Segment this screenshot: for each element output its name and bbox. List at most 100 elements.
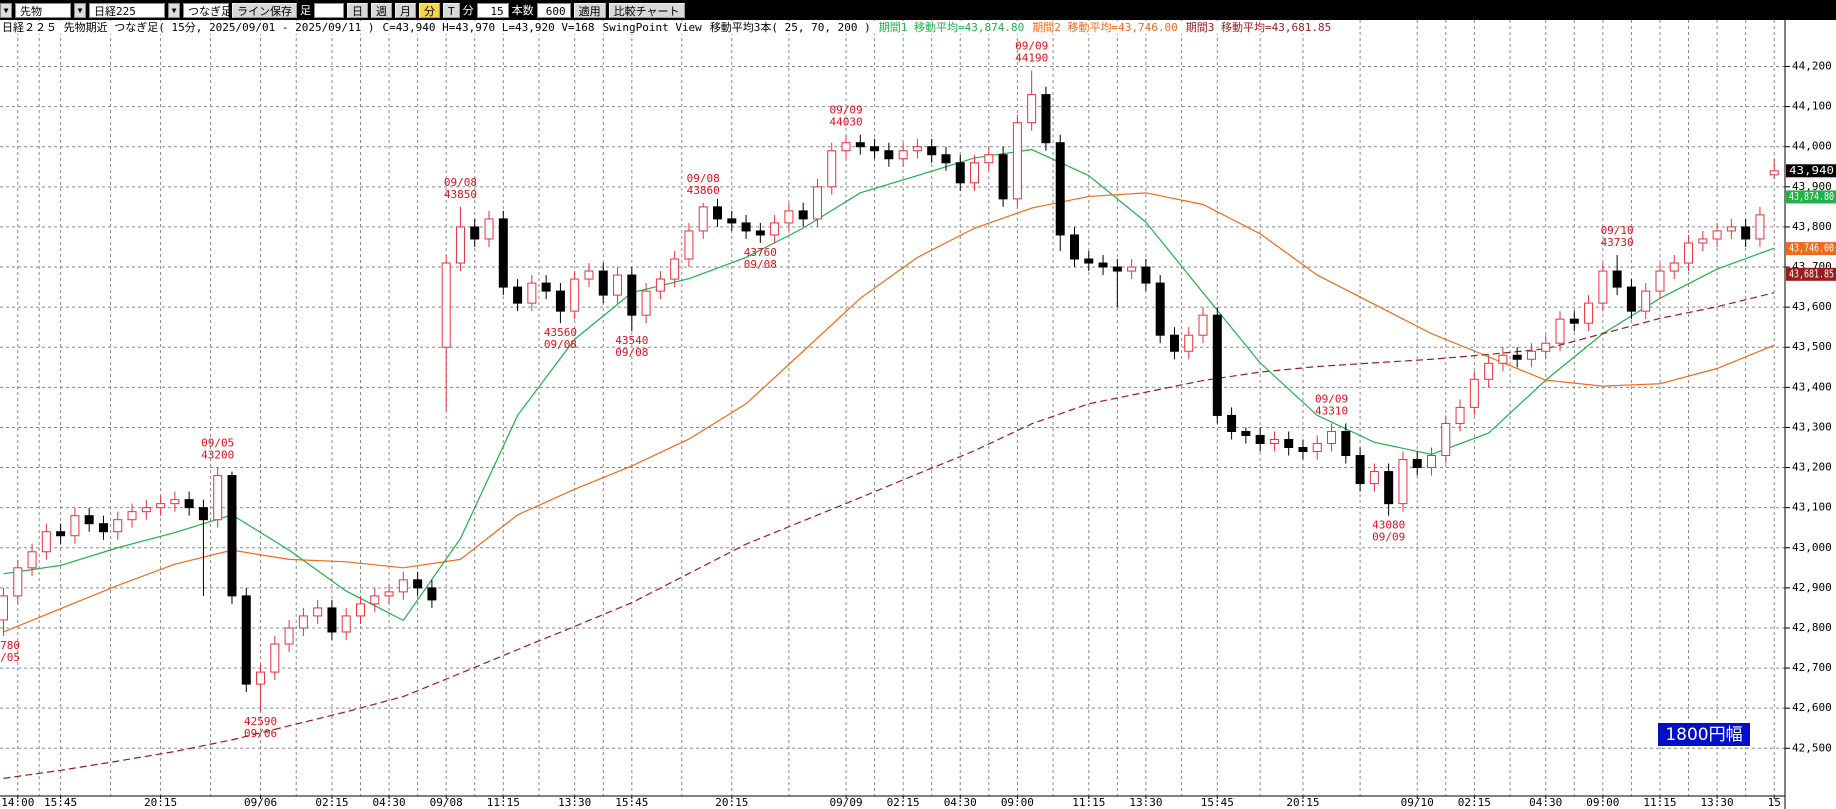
candle-body: [941, 154, 951, 164]
candle-body: [984, 154, 994, 164]
candle-body: [1184, 334, 1194, 352]
ma-line: [3, 148, 1775, 622]
candle-body: [1755, 214, 1765, 240]
candle-body: [655, 278, 665, 292]
candle-body: [855, 142, 865, 148]
y-tick-label: 42,500: [1792, 741, 1832, 754]
view-name: SwingPoint View: [602, 21, 702, 34]
x-tick-label: 15:45: [1201, 796, 1234, 809]
unit-input[interactable]: 15: [476, 2, 509, 18]
period-button[interactable]: 週: [371, 2, 392, 18]
candle-body: [841, 142, 851, 152]
swing-date: 09/09: [829, 104, 862, 117]
legend-entry: 期間1 移動平均=43,874.80: [878, 21, 1025, 34]
x-tick-label: 13:30: [1129, 796, 1162, 809]
x-tick-label: 04:30: [372, 796, 405, 809]
candle-body: [1369, 471, 1379, 485]
period-button[interactable]: 分: [419, 2, 440, 18]
unit-label: 分: [462, 4, 474, 17]
swing-price: 43850: [444, 188, 477, 201]
range-label: 1800円幅: [1657, 722, 1751, 747]
y-tick-label: 43,200: [1792, 461, 1832, 474]
axes: 42,500 42,600 42,700 42,800 42,900 43,000 43,1…: [1, 60, 1836, 809]
candle-body: [641, 290, 651, 316]
candle-body: [27, 551, 37, 569]
candle-body: [684, 230, 694, 260]
price-box-label: 43,746.00: [1789, 242, 1834, 255]
candle-body: [1684, 242, 1694, 264]
candle-body: [56, 531, 66, 537]
candle-body: [627, 274, 637, 316]
y-tick-label: 42,800: [1792, 621, 1832, 634]
price-box: [1786, 267, 1836, 281]
candle-body: [1084, 258, 1094, 264]
candle-body: [1626, 286, 1636, 312]
x-tick-label: 20:15: [1286, 796, 1319, 809]
count-label: 本数: [511, 4, 534, 17]
swing-price: 43730: [1601, 236, 1634, 249]
dropdown-arrow[interactable]: ▼: [74, 2, 86, 18]
candle-body: [1726, 226, 1736, 232]
candle-body: [527, 282, 537, 304]
candle-body: [912, 146, 922, 152]
swing-date: 09/08: [744, 258, 777, 271]
market-select[interactable]: 先物: [15, 2, 71, 18]
ma-title: 移動平均3本( 25, 70, 200 ): [709, 21, 871, 34]
candle-body: [413, 579, 423, 589]
candle-body: [98, 523, 108, 533]
candle-body: [827, 150, 837, 188]
dropdown-arrow[interactable]: ▼: [0, 2, 12, 18]
foot-input[interactable]: [314, 2, 344, 18]
candle-body: [1555, 318, 1565, 344]
candle-body: [1055, 142, 1065, 236]
candle-body: [1712, 230, 1722, 240]
candle-body: [1441, 422, 1451, 457]
period-button[interactable]: T: [443, 2, 460, 18]
ma-line: [3, 292, 1775, 779]
dropdown-arrow[interactable]: ▼: [168, 2, 180, 18]
candle-body: [541, 282, 551, 292]
x-tick-label: 04:30: [944, 796, 977, 809]
candle-body: [1255, 434, 1265, 444]
period-button[interactable]: 月: [395, 2, 416, 18]
candle-body: [970, 162, 980, 184]
swing-price: 43560: [544, 326, 577, 339]
candle-body: [741, 222, 751, 232]
candle-body: [498, 218, 508, 288]
swing-price: 43860: [687, 184, 720, 197]
swing-date: 09/08: [615, 346, 648, 359]
y-tick-label: 43,300: [1792, 420, 1832, 433]
period-button[interactable]: 日: [347, 2, 368, 18]
count-input[interactable]: 600: [536, 2, 571, 18]
x-tick-label: 13:30: [558, 796, 591, 809]
candle-body: [13, 567, 23, 597]
compare-button[interactable]: 比較チャート: [608, 2, 685, 18]
candle-body: [1112, 266, 1122, 272]
candle-body: [555, 290, 565, 312]
apply-button[interactable]: 適用: [573, 2, 606, 18]
candle-body: [812, 186, 822, 220]
swing-price: 44190: [1015, 52, 1048, 65]
save-button[interactable]: ライン保存: [232, 2, 297, 18]
symbol-select[interactable]: 日経225: [89, 2, 165, 18]
candle-body: [1741, 226, 1751, 240]
x-tick-label: 15: [1768, 796, 1781, 809]
candle-body: [327, 607, 337, 633]
x-tick-label: 13:30: [1701, 796, 1734, 809]
candle-body: [1526, 350, 1536, 360]
candle-body: [898, 150, 908, 160]
x-tick-label: 15:45: [615, 796, 648, 809]
price-box-label: 43,940: [1789, 164, 1834, 177]
chart-kind-select[interactable]: つなぎ足: [183, 2, 232, 18]
candle-body: [570, 278, 580, 312]
legend: 期間1 移動平均=43,874.80 期間2 移動平均=43,746.00 期間3 …: [879, 21, 1339, 34]
swing-date: 09/09: [1315, 392, 1348, 405]
candle-body: [184, 499, 194, 509]
candle-body: [1284, 438, 1294, 449]
price-axis: [1785, 20, 1836, 809]
candle-body: [241, 595, 251, 685]
y-tick-label: 44,200: [1792, 60, 1832, 73]
candles: [0, 70, 1779, 713]
candle-body: [1512, 354, 1522, 360]
x-tick-label: 09/10: [1401, 796, 1434, 809]
